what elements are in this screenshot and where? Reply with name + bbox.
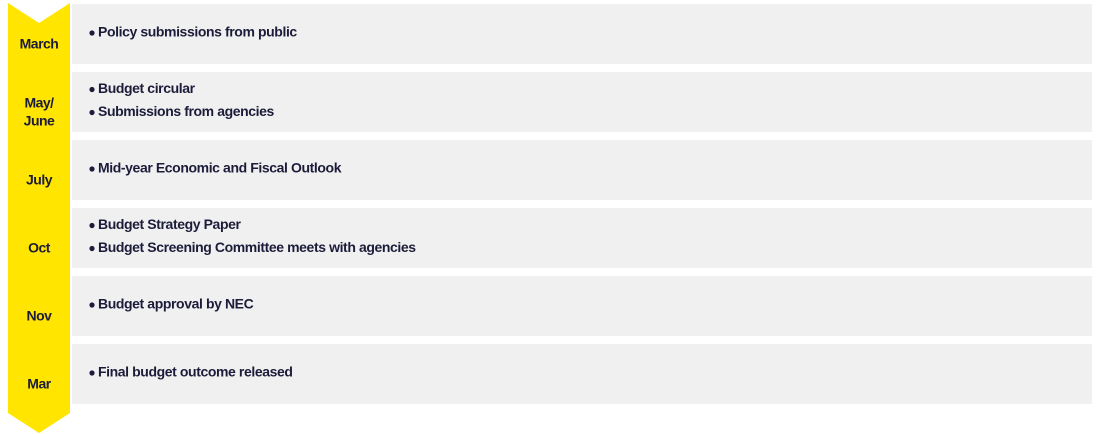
stage-label: May/ — [24, 95, 54, 111]
stage-box — [72, 4, 1092, 64]
stage-item: Mid-year Economic and Fiscal Outlook — [98, 160, 342, 176]
stage-item: Submissions from agencies — [98, 103, 275, 119]
stage-box — [72, 276, 1092, 336]
stage-box — [72, 344, 1092, 404]
stage-box — [72, 140, 1092, 200]
bullet — [89, 166, 95, 172]
bullet — [89, 30, 95, 36]
chevron — [8, 207, 70, 297]
stage-label: June — [24, 113, 55, 129]
chevron — [8, 343, 70, 433]
stage-label: Nov — [27, 308, 53, 324]
stage-box — [72, 72, 1092, 132]
bullet — [89, 86, 95, 93]
stage-item: Budget Screening Committee meets with ag… — [98, 239, 416, 255]
stage-item: Budget Strategy Paper — [98, 216, 241, 232]
stage-item: Budget circular — [98, 80, 196, 96]
chevron — [8, 3, 70, 93]
stage-label: July — [26, 172, 53, 188]
stage-label: Oct — [28, 240, 51, 256]
chevron — [8, 71, 70, 161]
bullet — [89, 109, 95, 116]
bullet — [89, 222, 95, 229]
stage-box — [72, 208, 1092, 268]
bullet — [89, 370, 95, 376]
stage-item: Final budget outcome released — [98, 364, 293, 380]
stage-label: March — [20, 36, 59, 52]
chevron — [8, 139, 70, 229]
bullet — [89, 245, 95, 252]
stage-item: Policy submissions from public — [98, 24, 297, 40]
bullet — [89, 302, 95, 308]
chevron — [8, 275, 70, 365]
stage-item: Budget approval by NEC — [98, 296, 254, 312]
stage-label: Mar — [27, 376, 51, 392]
